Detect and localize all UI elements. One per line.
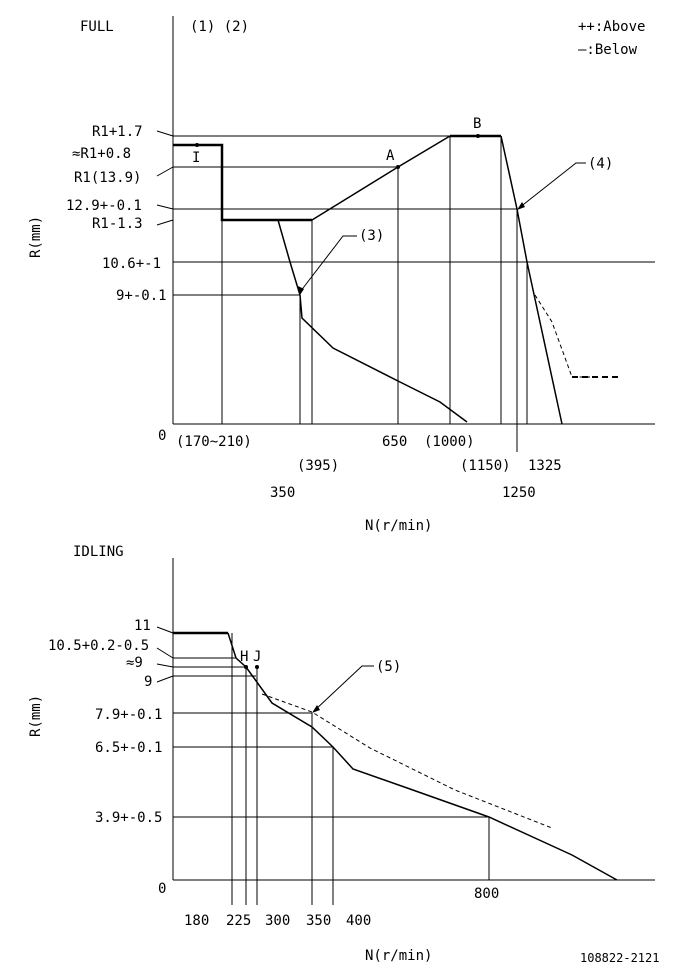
idling-r-axis-label: R(mm): [28, 695, 44, 737]
full-n-axis-label: N(r/min): [365, 518, 432, 534]
callout-3-leader: [299, 235, 357, 293]
idling-title: IDLING: [73, 544, 124, 560]
label-x395: (395): [297, 458, 339, 474]
label-i180: 180: [184, 913, 209, 929]
label-129: 12.9+-0.1: [66, 198, 142, 214]
label-9: 9+-0.1: [116, 288, 167, 304]
label-r1-08: ≈R1+0.8: [72, 146, 131, 162]
label-x1250: 1250: [502, 485, 536, 501]
label-106: 10.6+-1: [102, 256, 161, 272]
label-i9a: ≈9: [126, 655, 143, 671]
label-x350: 350: [270, 485, 295, 501]
label-r1-139: R1(13.9): [74, 170, 141, 186]
legend-below: —:Below: [578, 42, 638, 58]
point-b-marker: [476, 134, 480, 138]
callout-4-leader: [518, 162, 586, 209]
label-i9: 9: [144, 674, 152, 690]
idling-n-axis-label: N(r/min): [365, 948, 432, 964]
point-i-marker: [195, 143, 199, 147]
full-dash-above: [534, 294, 590, 378]
full-title: FULL: [80, 19, 114, 35]
full-origin: 0: [158, 428, 166, 444]
label-x1000: (1000): [424, 434, 475, 450]
point-j: J: [253, 649, 261, 665]
full-notes: (1) (2): [190, 19, 249, 35]
full-chart: FULL (1) (2) ++:Above —:Below 0 R(mm) N(…: [28, 16, 655, 534]
callout-4: (4): [588, 156, 613, 172]
label-i79: 7.9+-0.1: [95, 707, 162, 723]
label-x1325: 1325: [528, 458, 562, 474]
point-b: B: [473, 116, 481, 132]
label-x170: (170~210): [176, 434, 252, 450]
full-curve-rise: [311, 135, 451, 221]
label-i350: 350: [306, 913, 331, 929]
label-i39: 3.9+-0.5: [95, 810, 162, 826]
full-curve-drop: [500, 135, 563, 425]
label-i11: 11: [134, 618, 151, 634]
callout-3: (3): [359, 228, 384, 244]
label-i300: 300: [265, 913, 290, 929]
footer-code: 108822-2121: [580, 951, 659, 965]
label-x1150: (1150): [460, 458, 511, 474]
point-a: A: [386, 148, 395, 164]
idling-dash-above: [261, 693, 553, 829]
label-r1-m13: R1-1.3: [92, 216, 143, 232]
label-x650: 650: [382, 434, 407, 450]
full-r-axis-label: R(mm): [28, 216, 44, 258]
label-r1-17: R1+1.7: [92, 124, 143, 140]
idling-curve-main: [227, 632, 618, 881]
legend-above: ++:Above: [578, 19, 645, 35]
point-a-marker: [396, 165, 400, 169]
point-i: I: [192, 150, 200, 166]
callout-5-leader: [313, 665, 374, 712]
full-curve-3: [277, 219, 468, 423]
idling-origin: 0: [158, 881, 166, 897]
label-i800: 800: [474, 886, 499, 902]
label-i105: 10.5+0.2-0.5: [48, 638, 149, 654]
callout-5: (5): [376, 659, 401, 675]
label-i65: 6.5+-0.1: [95, 740, 162, 756]
idling-chart: IDLING 0 R(mm) N(r/min) 11 10.5+0.2-0.5 …: [28, 544, 655, 964]
point-h: H: [240, 649, 248, 665]
label-i400: 400: [346, 913, 371, 929]
label-i225: 225: [226, 913, 251, 929]
